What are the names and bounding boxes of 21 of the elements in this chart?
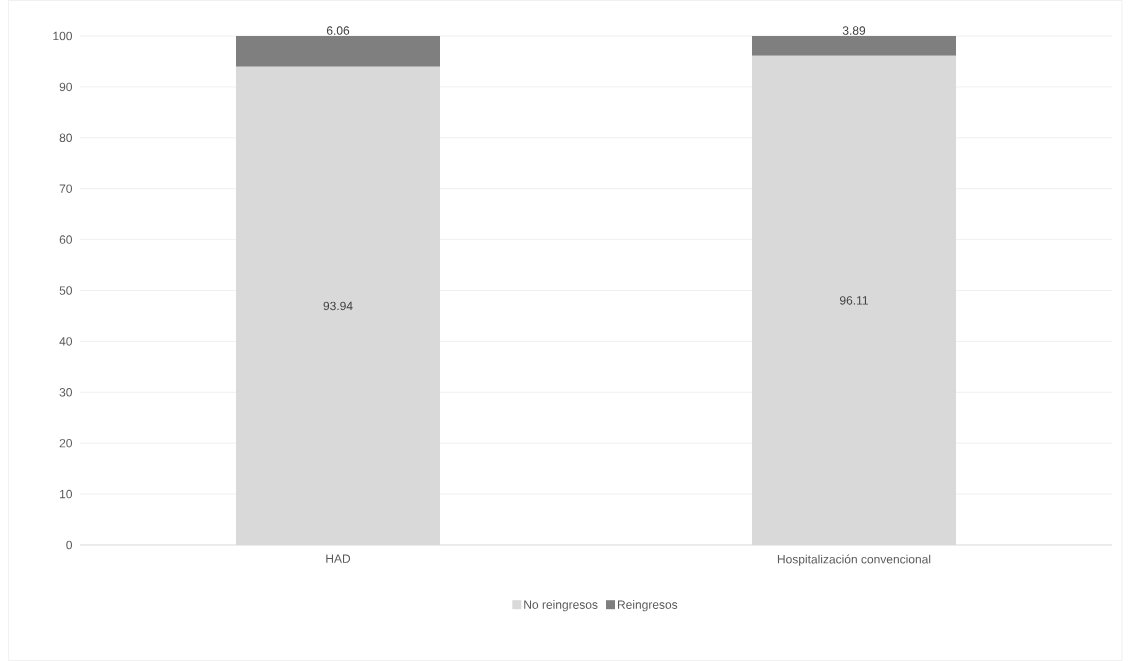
bar xyxy=(236,35,440,67)
y-tick-label: 100 xyxy=(53,31,72,41)
y-tick-label: 80 xyxy=(59,133,72,143)
y-tick-label: 20 xyxy=(59,438,72,448)
data-label: 93.94 xyxy=(323,301,353,311)
y-tick-label: 60 xyxy=(59,235,72,244)
data-label: 6.06 xyxy=(326,26,350,35)
bar xyxy=(752,35,956,56)
y-tick-label: 0 xyxy=(66,540,73,550)
x-tick-label: HAD xyxy=(326,554,351,563)
data-label: 3.89 xyxy=(842,26,866,35)
y-tick-label: 10 xyxy=(60,489,72,499)
y-tick-label: 40 xyxy=(59,337,72,346)
y-tick-label: 90 xyxy=(59,82,72,92)
y-tick-label: 50 xyxy=(59,286,72,295)
legend-label: No reingresos xyxy=(524,600,598,612)
y-tick-label: 30 xyxy=(59,388,72,397)
y-tick-label: 70 xyxy=(59,184,72,193)
data-label: 96.11 xyxy=(840,296,868,305)
legend-label: Reingresos xyxy=(617,600,678,612)
x-tick-label: Hospitalización convencional xyxy=(777,554,931,566)
